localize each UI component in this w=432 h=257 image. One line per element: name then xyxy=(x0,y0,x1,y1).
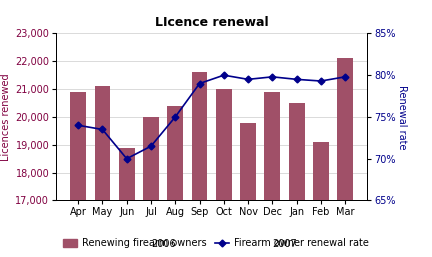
Firearm owner renewal rate xyxy=(124,157,129,160)
Firearm owner renewal rate xyxy=(245,78,251,81)
Bar xyxy=(289,103,305,257)
Firearm owner renewal rate xyxy=(197,82,202,85)
Text: 2007: 2007 xyxy=(272,239,297,249)
Firearm owner renewal rate xyxy=(318,79,324,82)
Bar xyxy=(337,58,353,257)
Text: 2006: 2006 xyxy=(151,239,175,249)
Bar xyxy=(95,86,110,257)
Firearm owner renewal rate xyxy=(270,75,275,78)
Bar xyxy=(119,148,135,257)
Legend: Renewing firearm owners, Firearm owner renewal rate: Renewing firearm owners, Firearm owner r… xyxy=(59,234,373,252)
Title: LIcence renewal: LIcence renewal xyxy=(155,16,269,30)
Firearm owner renewal rate xyxy=(343,75,348,78)
Bar xyxy=(167,106,183,257)
Firearm owner renewal rate xyxy=(294,78,299,81)
Bar xyxy=(240,123,256,257)
Bar xyxy=(313,142,329,257)
Bar xyxy=(264,92,280,257)
Bar xyxy=(216,89,232,257)
Firearm owner renewal rate xyxy=(149,145,154,148)
Line: Firearm owner renewal rate: Firearm owner renewal rate xyxy=(76,73,348,161)
Firearm owner renewal rate xyxy=(173,115,178,118)
Firearm owner renewal rate xyxy=(221,74,226,77)
Firearm owner renewal rate xyxy=(76,124,81,127)
Y-axis label: Renewal rate: Renewal rate xyxy=(397,85,407,149)
Y-axis label: Licences renewed: Licences renewed xyxy=(1,73,11,161)
Bar xyxy=(70,92,86,257)
Bar xyxy=(143,117,159,257)
Bar xyxy=(192,72,207,257)
Firearm owner renewal rate xyxy=(100,128,105,131)
